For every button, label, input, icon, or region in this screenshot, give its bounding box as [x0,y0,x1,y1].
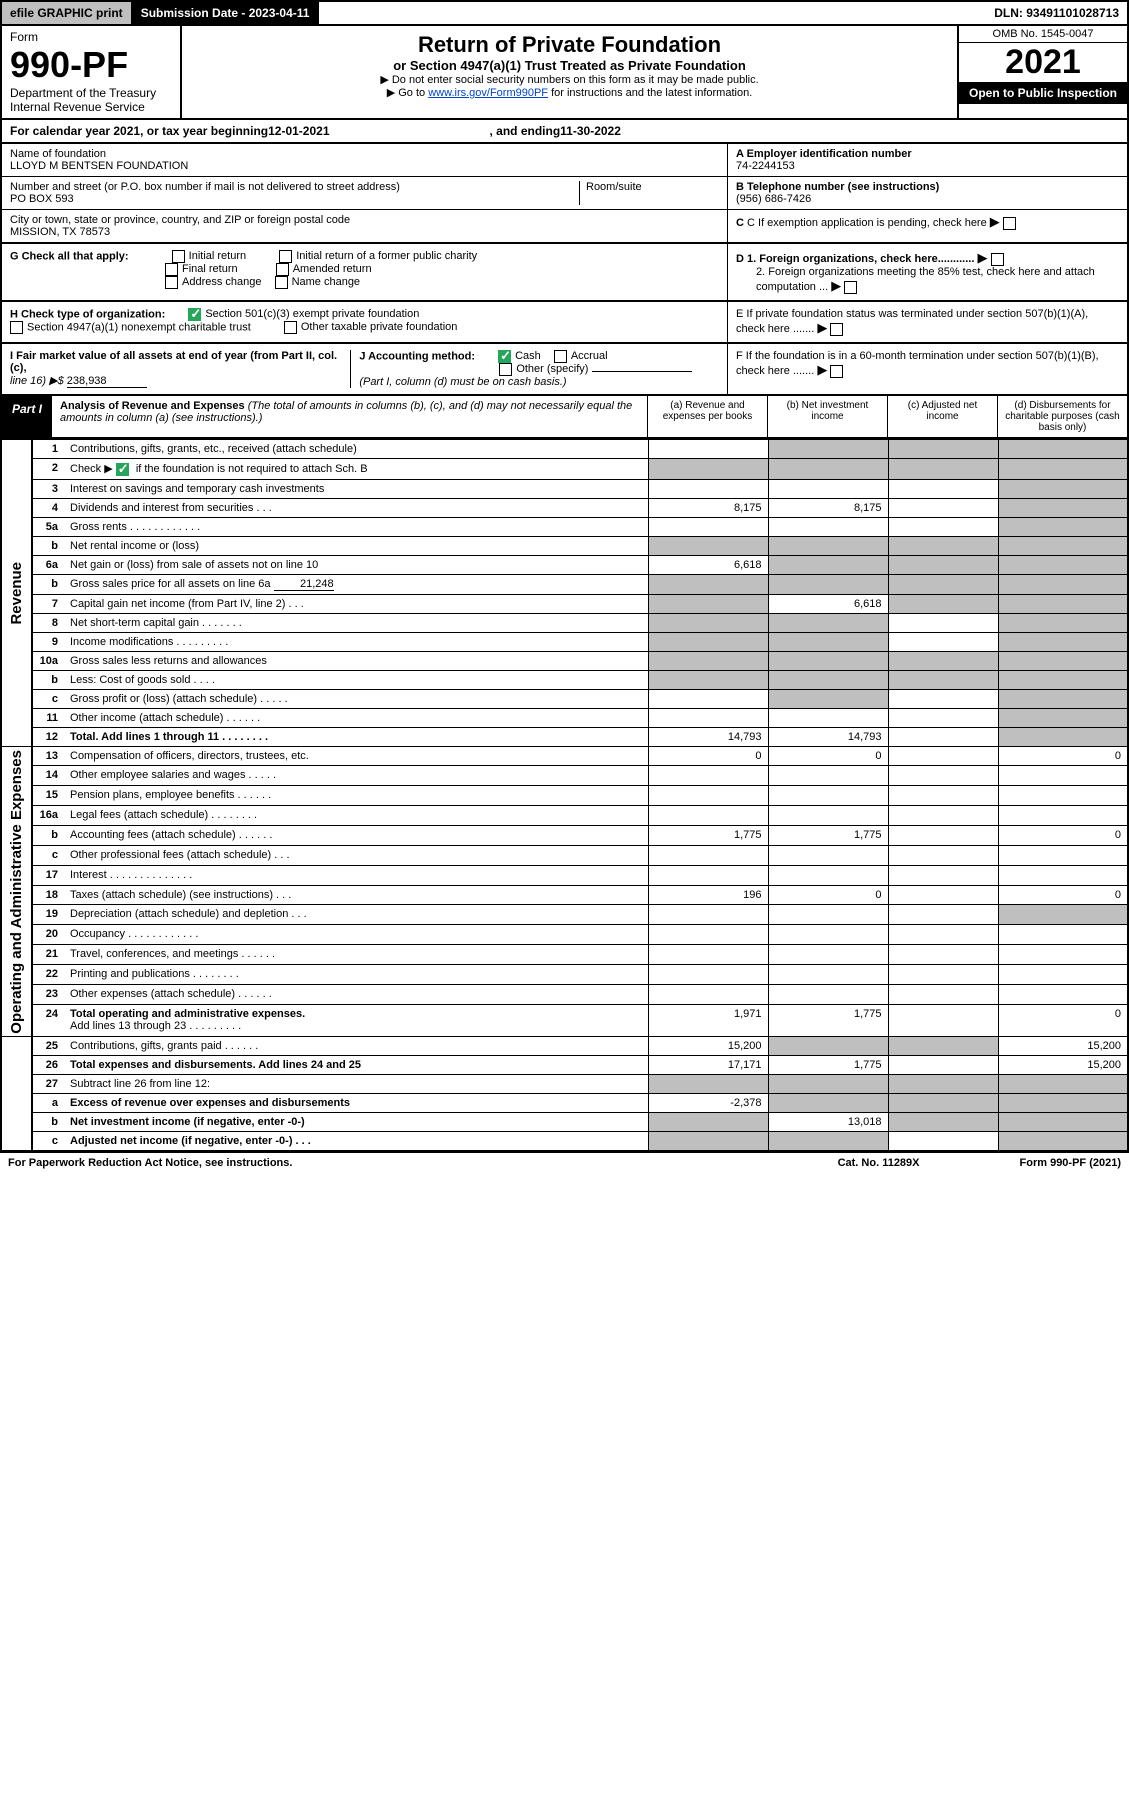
ck-amended[interactable] [276,263,289,276]
ein-label: A Employer identification number [736,148,912,160]
i-label: I Fair market value of all assets at end… [10,350,337,374]
part1-header: Part I Analysis of Revenue and Expenses … [0,396,1129,439]
f-label: F If the foundation is in a 60-month ter… [736,350,1099,377]
tax-year: 2021 [959,43,1127,82]
calendar-year-row: For calendar year 2021, or tax year begi… [0,120,1129,144]
top-bar: efile GRAPHIC print Submission Date - 20… [0,0,1129,26]
ck-name[interactable] [275,276,288,289]
form-header: Form 990-PF Department of the Treasury I… [0,26,1129,120]
g-label: G Check all that apply: [10,250,129,262]
note-link: ▶ Go to www.irs.gov/Form990PF for instru… [188,86,951,99]
note-ssn: ▶ Do not enter social security numbers o… [188,73,951,86]
j-label: J Accounting method: [359,350,475,362]
form-number: 990-PF [10,44,172,86]
h-label: H Check type of organization: [10,308,165,320]
submission-date: Submission Date - 2023-04-11 [133,2,320,24]
irs: Internal Revenue Service [10,100,172,114]
foundation-name: LLOYD M BENTSEN FOUNDATION [10,160,719,172]
check-section-ij: I Fair market value of all assets at end… [0,344,1129,396]
addr-label: Number and street (or P.O. box number if… [10,181,579,193]
form-title: Return of Private Foundation [188,32,951,58]
col-d-hdr: (d) Disbursements for charitable purpose… [997,396,1127,437]
ck-address[interactable] [165,276,178,289]
phone-label: B Telephone number (see instructions) [736,181,939,193]
ck-other-taxable[interactable] [284,321,297,334]
ck-501c3[interactable] [188,308,201,321]
part1-title: Analysis of Revenue and Expenses [60,400,248,412]
entity-info: Name of foundation LLOYD M BENTSEN FOUND… [0,144,1129,244]
e-checkbox[interactable] [830,323,843,336]
form-subtitle: or Section 4947(a)(1) Trust Treated as P… [188,58,951,73]
ein: 74-2244153 [736,160,1119,172]
ck-accrual[interactable] [554,350,567,363]
revenue-label: Revenue [8,562,25,625]
fmv-value: 238,938 [67,375,147,388]
ck-4947[interactable] [10,321,23,334]
footer-right: Form 990-PF (2021) [1020,1157,1121,1169]
d1-label: D 1. Foreign organizations, check here..… [736,253,974,265]
ck-schb[interactable] [116,463,129,476]
d2-label: 2. Foreign organizations meeting the 85%… [756,266,1095,293]
ck-initial-former[interactable] [279,250,292,263]
dln: DLN: 93491101028713 [986,2,1127,24]
page-footer: For Paperwork Reduction Act Notice, see … [0,1152,1129,1173]
part1-table: Revenue 1Contributions, gifts, grants, e… [0,439,1129,1152]
c-exemption: C C If exemption application is pending,… [736,217,987,229]
part1-label: Part I [2,396,52,437]
check-section-g: G Check all that apply: Initial return I… [0,244,1129,302]
ck-cash[interactable] [498,350,511,363]
c-checkbox[interactable] [1003,217,1016,230]
check-section-h: H Check type of organization: Section 50… [0,302,1129,344]
d1-checkbox[interactable] [991,253,1004,266]
efile-print-btn[interactable]: efile GRAPHIC print [2,2,133,24]
dept: Department of the Treasury [10,86,172,100]
ck-final[interactable] [165,263,178,276]
e-label: E If private foundation status was termi… [736,308,1088,335]
form990pf-link[interactable]: www.irs.gov/Form990PF [428,87,548,99]
ck-initial[interactable] [172,250,185,263]
expenses-label: Operating and Administrative Expenses [8,750,25,1034]
omb-no: OMB No. 1545-0047 [959,26,1127,43]
city-state-zip: MISSION, TX 78573 [10,226,719,238]
col-b-hdr: (b) Net investment income [767,396,887,437]
d2-checkbox[interactable] [844,281,857,294]
room-label: Room/suite [579,181,719,205]
j-note: (Part I, column (d) must be on cash basi… [359,376,566,388]
f-checkbox[interactable] [830,365,843,378]
col-c-hdr: (c) Adjusted net income [887,396,997,437]
city-label: City or town, state or province, country… [10,214,719,226]
col-a-hdr: (a) Revenue and expenses per books [647,396,767,437]
footer-mid: Cat. No. 11289X [838,1157,920,1169]
footer-left: For Paperwork Reduction Act Notice, see … [8,1157,292,1169]
phone: (956) 686-7426 [736,193,1119,205]
address: PO BOX 593 [10,193,579,205]
form-word: Form [10,30,172,44]
name-label: Name of foundation [10,148,719,160]
ck-other-method[interactable] [499,363,512,376]
open-public: Open to Public Inspection [959,82,1127,104]
